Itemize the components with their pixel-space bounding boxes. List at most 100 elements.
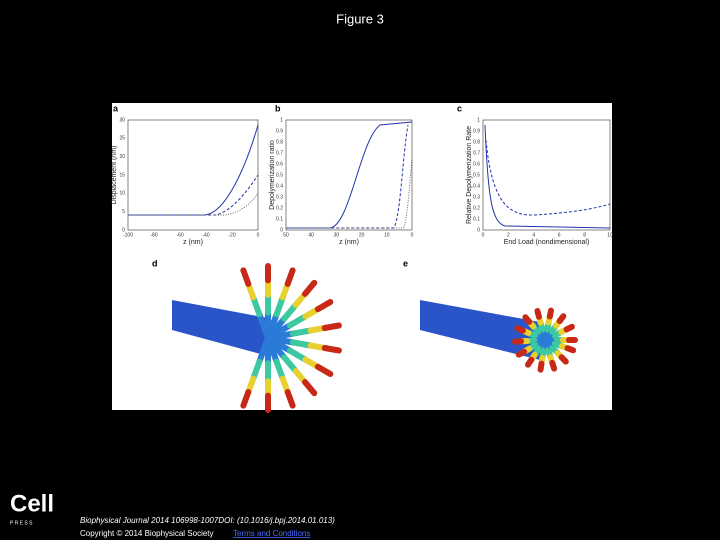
y-tick-label: 5	[122, 209, 125, 215]
curve	[128, 174, 259, 216]
filament	[420, 300, 540, 360]
y-tick-label: 30	[119, 117, 125, 123]
y-tick-label: 0.1	[276, 216, 283, 222]
y-tick-label: 0.4	[276, 183, 283, 189]
y-tick-label: 0.3	[276, 194, 283, 200]
x-tick-label: 50	[283, 232, 289, 238]
filament	[172, 300, 268, 356]
x-tick-label: 2	[507, 232, 510, 238]
y-axis-label: Relative Depolymerization Rate	[466, 126, 473, 224]
x-axis-label: z (nm)	[183, 239, 203, 246]
y-tick-label: 0.6	[473, 161, 480, 167]
spoke	[240, 389, 252, 409]
spoke	[563, 323, 575, 333]
curve	[128, 124, 259, 216]
x-tick-label: 30	[334, 232, 340, 238]
x-tick-label: -60	[176, 232, 183, 238]
y-tick-label: 1	[280, 117, 283, 123]
x-tick-label: 0	[482, 232, 485, 238]
y-tick-label: 0.2	[473, 205, 480, 211]
curve	[286, 159, 413, 229]
x-tick-label: -80	[150, 232, 157, 238]
panel-letter: c	[457, 103, 462, 113]
spoke	[256, 311, 271, 341]
y-tick-label: 1	[477, 117, 480, 123]
spoke	[302, 279, 318, 297]
spoke	[284, 267, 296, 287]
terms-link[interactable]: Terms and Conditions	[233, 529, 310, 538]
y-tick-label: 0	[477, 227, 480, 233]
x-tick-label: 10	[384, 232, 390, 238]
curve	[485, 139, 611, 216]
spoke	[321, 322, 342, 331]
curve	[128, 192, 259, 216]
y-tick-label: 0.9	[473, 128, 480, 134]
y-tick-label: 25	[119, 136, 125, 142]
spoke	[314, 363, 334, 377]
spoke	[546, 307, 555, 320]
y-tick-label: 20	[119, 154, 125, 160]
curve	[286, 121, 413, 229]
y-axis-label: Depolymerization ratio	[269, 140, 276, 210]
x-tick-label: -20	[228, 232, 235, 238]
y-tick-label: 0.5	[473, 172, 480, 178]
spoke	[284, 389, 296, 409]
y-axis-label: Displacement (nm)	[111, 146, 118, 205]
3d-plots	[172, 263, 578, 413]
y-tick-label: 0.1	[473, 216, 480, 222]
x-axis-label: End Load (nondimensional)	[504, 239, 590, 246]
panel-letter: b	[275, 103, 281, 113]
curves	[128, 121, 611, 229]
logo-box	[10, 488, 65, 528]
y-tick-label: 0.8	[473, 139, 480, 145]
x-tick-label: 8	[583, 232, 586, 238]
plot-area	[127, 119, 259, 231]
spoke	[302, 379, 318, 397]
y-tick-label: 0.7	[473, 150, 480, 156]
copyright: Copyright © 2014 Biophysical Society	[80, 529, 214, 538]
spoke	[556, 313, 567, 325]
y-tick-label: 0.2	[276, 205, 283, 211]
y-tick-label: 0.7	[276, 150, 283, 156]
x-tick-label: -40	[202, 232, 209, 238]
x-tick-label: 0	[411, 232, 414, 238]
y-tick-label: 0.8	[276, 139, 283, 145]
plot-area	[285, 119, 413, 231]
x-tick-label: 0	[257, 232, 260, 238]
figure	[112, 103, 612, 410]
y-tick-label: 10	[119, 191, 125, 197]
y-tick-label: 0.9	[276, 128, 283, 134]
spoke	[514, 325, 526, 334]
y-tick-label: 0.5	[276, 172, 283, 178]
spoke	[524, 356, 535, 368]
spoke	[321, 345, 342, 354]
x-tick-label: -100	[123, 232, 133, 238]
spoke	[564, 345, 577, 354]
curve	[286, 124, 409, 229]
y-tick-label: 0	[122, 227, 125, 233]
y-tick-label: 0.3	[473, 194, 480, 200]
y-tick-label: 15	[119, 172, 125, 178]
spoke	[558, 354, 569, 365]
y-tick-label: 0.4	[473, 183, 480, 189]
y-tick-label: 0.6	[276, 161, 283, 167]
panel-letter: e	[403, 258, 408, 268]
x-tick-label: 10	[607, 232, 613, 238]
curve	[484, 124, 611, 229]
spoke	[534, 307, 542, 320]
x-tick-label: 20	[359, 232, 365, 238]
panel-letter: a	[113, 103, 119, 113]
y-tick-label: 0	[280, 227, 283, 233]
spoke	[515, 348, 528, 358]
spoke	[314, 299, 334, 313]
x-axis-label: z (nm)	[339, 239, 359, 246]
slide-title: Figure 3	[336, 11, 384, 26]
spoke	[522, 314, 533, 325]
spoke	[537, 360, 545, 373]
spoke	[240, 267, 252, 287]
logo: Cell	[10, 490, 54, 517]
x-tick-label: 6	[558, 232, 561, 238]
citation: Biophysical Journal 2014 106998-1007DOI:…	[80, 516, 335, 525]
